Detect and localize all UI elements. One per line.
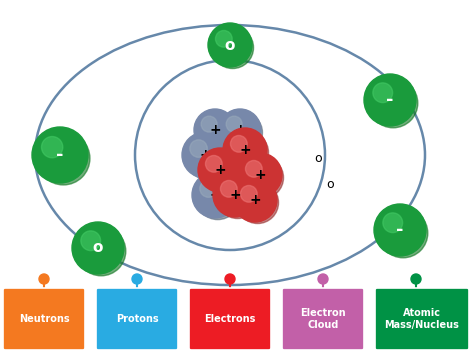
Text: +: +: [229, 188, 241, 202]
Circle shape: [217, 177, 258, 219]
Circle shape: [364, 74, 416, 126]
Circle shape: [240, 185, 257, 202]
Circle shape: [226, 116, 242, 132]
Text: -: -: [56, 146, 64, 164]
Circle shape: [223, 113, 263, 152]
Circle shape: [383, 213, 402, 233]
Text: Neutrons: Neutrons: [18, 314, 69, 324]
Circle shape: [212, 27, 254, 69]
Circle shape: [190, 140, 207, 157]
FancyBboxPatch shape: [282, 288, 364, 350]
Text: +: +: [239, 143, 251, 157]
Text: o: o: [93, 240, 103, 256]
Circle shape: [72, 222, 124, 274]
Circle shape: [201, 116, 217, 132]
Circle shape: [373, 83, 392, 103]
Circle shape: [223, 128, 267, 172]
Text: +: +: [249, 193, 261, 207]
Circle shape: [196, 176, 240, 220]
FancyBboxPatch shape: [96, 288, 178, 350]
Circle shape: [132, 274, 142, 284]
Circle shape: [219, 109, 261, 151]
Circle shape: [242, 157, 283, 198]
Circle shape: [186, 136, 229, 180]
Circle shape: [198, 148, 242, 192]
Text: Atomic
Mass/Nucleus: Atomic Mass/Nucleus: [384, 308, 459, 330]
Circle shape: [368, 78, 418, 128]
Text: +: +: [209, 188, 221, 202]
Circle shape: [411, 274, 421, 284]
Circle shape: [206, 155, 222, 172]
Circle shape: [213, 173, 257, 217]
Circle shape: [39, 274, 49, 284]
Text: +: +: [199, 148, 211, 162]
Text: -: -: [396, 221, 404, 239]
Circle shape: [374, 204, 426, 256]
Circle shape: [233, 178, 277, 222]
Circle shape: [230, 136, 247, 152]
Circle shape: [318, 274, 328, 284]
Text: Electrons: Electrons: [204, 314, 255, 324]
Text: +: +: [234, 123, 246, 137]
Circle shape: [225, 274, 235, 284]
Circle shape: [81, 231, 100, 251]
Circle shape: [37, 132, 90, 185]
Circle shape: [237, 182, 279, 224]
FancyBboxPatch shape: [375, 288, 469, 350]
Circle shape: [202, 152, 244, 193]
Circle shape: [194, 109, 236, 151]
Circle shape: [212, 157, 254, 198]
FancyBboxPatch shape: [3, 288, 85, 350]
Circle shape: [42, 137, 63, 158]
Circle shape: [216, 160, 232, 177]
Text: Electron
Cloud: Electron Cloud: [300, 308, 346, 330]
Text: +: +: [224, 168, 236, 182]
Text: o: o: [326, 179, 334, 191]
Circle shape: [216, 31, 232, 47]
Circle shape: [192, 172, 238, 218]
Text: o: o: [314, 152, 322, 164]
Text: -: -: [386, 91, 394, 109]
Circle shape: [76, 226, 126, 276]
Circle shape: [238, 153, 282, 197]
Circle shape: [246, 160, 262, 177]
Text: +: +: [214, 163, 226, 177]
Circle shape: [208, 153, 252, 197]
Text: Protons: Protons: [116, 314, 158, 324]
Circle shape: [220, 180, 237, 197]
Circle shape: [378, 208, 428, 258]
Text: o: o: [225, 38, 235, 53]
Circle shape: [200, 180, 217, 197]
Text: +: +: [209, 123, 221, 137]
Circle shape: [227, 132, 269, 174]
Circle shape: [208, 23, 252, 67]
Circle shape: [182, 132, 228, 178]
Circle shape: [32, 127, 88, 183]
Circle shape: [198, 113, 237, 152]
Text: +: +: [254, 168, 266, 182]
FancyBboxPatch shape: [189, 288, 271, 350]
